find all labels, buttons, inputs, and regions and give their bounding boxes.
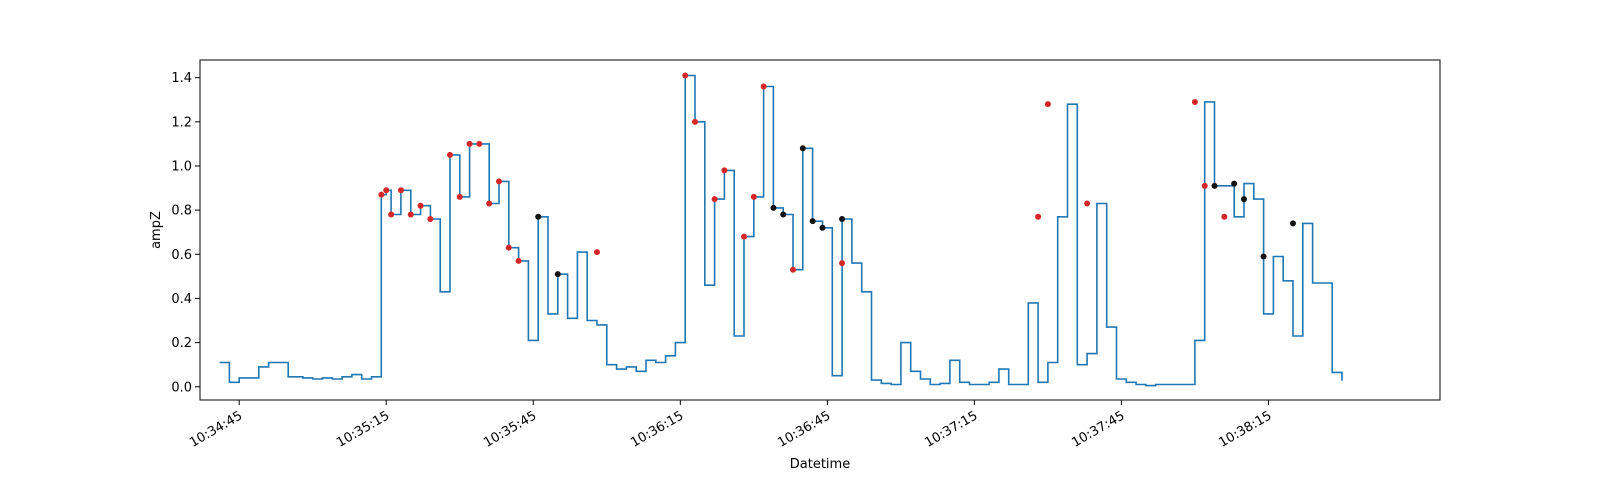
red-marker <box>721 167 728 174</box>
red-marker <box>486 200 493 207</box>
black-marker <box>1211 182 1218 189</box>
red-marker <box>682 72 689 79</box>
red-marker <box>750 193 757 200</box>
red-marker <box>427 215 434 222</box>
x-tick-label: 10:34:45 <box>187 408 245 450</box>
y-tick-label: 0.0 <box>171 380 192 395</box>
red-marker <box>417 202 424 209</box>
x-tick-label: 10:36:45 <box>775 408 833 450</box>
y-tick-label: 0.2 <box>171 336 192 351</box>
red-marker <box>466 140 473 147</box>
black-marker <box>1240 196 1247 203</box>
red-marker <box>741 233 748 240</box>
black-marker <box>780 211 787 218</box>
red-marker <box>1221 213 1228 220</box>
black-marker <box>1260 253 1267 260</box>
red-marker <box>397 187 404 194</box>
x-tick-label: 10:38:15 <box>1216 408 1274 450</box>
black-marker <box>799 145 806 152</box>
black-marker <box>554 271 561 278</box>
y-tick-label: 1.0 <box>171 159 192 174</box>
red-marker <box>515 257 522 264</box>
red-marker <box>839 260 846 267</box>
y-tick-label: 0.8 <box>171 204 192 219</box>
red-marker <box>1084 200 1091 207</box>
y-tick-label: 0.6 <box>171 248 192 263</box>
plot-background <box>200 60 1440 400</box>
red-marker <box>760 83 767 90</box>
red-marker <box>446 151 453 158</box>
black-marker <box>809 218 816 225</box>
red-marker <box>593 249 600 256</box>
red-marker <box>476 140 483 147</box>
y-tick-label: 0.4 <box>171 292 192 307</box>
black-marker <box>839 215 846 222</box>
y-tick-label: 1.2 <box>171 115 192 130</box>
red-marker <box>1035 213 1042 220</box>
red-marker <box>505 244 512 251</box>
series-step-line <box>219 74 1343 387</box>
red-marker <box>456 193 463 200</box>
series-layer <box>219 74 1343 387</box>
red-marker <box>407 211 414 218</box>
red-marker <box>1191 98 1198 105</box>
x-tick-label: 10:36:15 <box>628 408 686 450</box>
x-tick-label: 10:37:45 <box>1069 408 1127 450</box>
x-tick-label: 10:35:45 <box>481 408 539 450</box>
marker-layer <box>378 72 1296 278</box>
x-axis: 10:34:45 10:35:15 10:35:45 10:36:15 10:36:45… <box>187 400 1274 451</box>
red-marker <box>1201 182 1208 189</box>
red-marker <box>790 266 797 273</box>
red-marker <box>692 118 699 125</box>
black-marker <box>1231 180 1238 187</box>
x-axis-label: Datetime <box>790 457 850 472</box>
red-marker <box>495 178 502 185</box>
red-marker <box>1044 101 1051 108</box>
red-marker <box>378 191 385 198</box>
black-marker <box>819 224 826 231</box>
red-marker <box>711 196 718 203</box>
black-marker <box>770 204 777 211</box>
red-marker <box>383 187 390 194</box>
y-tick-label: 1.4 <box>171 71 192 86</box>
y-axis-label: ampZ <box>149 211 164 249</box>
red-marker <box>388 211 395 218</box>
x-tick-label: 10:35:15 <box>334 408 392 450</box>
x-tick-label: 10:37:15 <box>922 408 980 450</box>
y-axis: 0.0 0.2 0.4 0.6 0.8 1.0 1.2 1.4 <box>171 71 200 395</box>
black-marker <box>1289 220 1296 227</box>
black-marker <box>535 213 542 220</box>
plot-frame <box>199 59 1441 401</box>
